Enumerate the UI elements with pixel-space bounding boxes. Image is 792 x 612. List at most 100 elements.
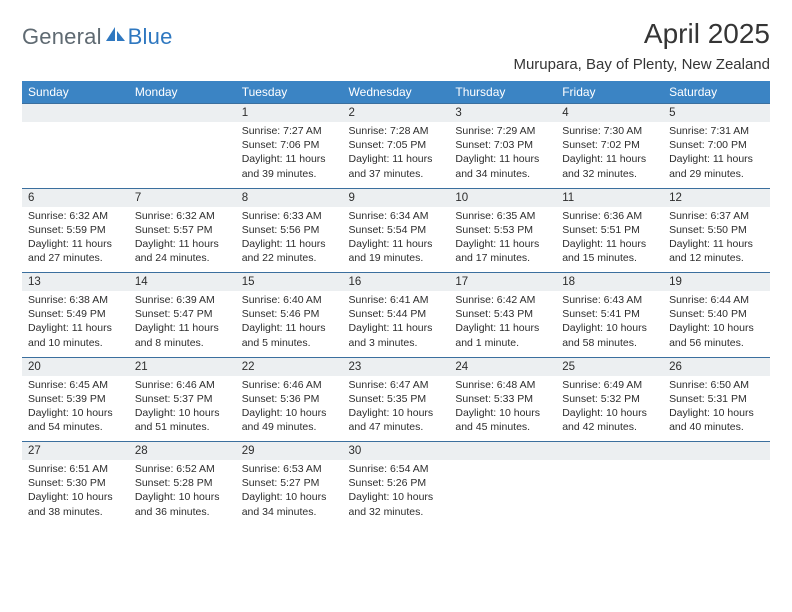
- day-body-cell: Sunrise: 6:33 AMSunset: 5:56 PMDaylight:…: [236, 207, 343, 273]
- day-details: Sunrise: 6:36 AMSunset: 5:51 PMDaylight:…: [556, 207, 663, 270]
- day-number: 2: [343, 104, 450, 122]
- day-body-cell: Sunrise: 6:36 AMSunset: 5:51 PMDaylight:…: [556, 207, 663, 273]
- day-cell: 5: [663, 104, 770, 123]
- day-body-cell: Sunrise: 7:30 AMSunset: 7:02 PMDaylight:…: [556, 122, 663, 188]
- day-number: 13: [22, 273, 129, 291]
- day-cell: 12: [663, 188, 770, 207]
- week-body-row: Sunrise: 6:32 AMSunset: 5:59 PMDaylight:…: [22, 207, 770, 273]
- weekday-header: Thursday: [449, 81, 556, 104]
- day-number: [22, 104, 129, 122]
- day-details: Sunrise: 6:38 AMSunset: 5:49 PMDaylight:…: [22, 291, 129, 354]
- day-number: 16: [343, 273, 450, 291]
- day-details: Sunrise: 6:35 AMSunset: 5:53 PMDaylight:…: [449, 207, 556, 270]
- day-cell: 11: [556, 188, 663, 207]
- day-number: 18: [556, 273, 663, 291]
- day-details: Sunrise: 6:53 AMSunset: 5:27 PMDaylight:…: [236, 460, 343, 523]
- day-cell: 18: [556, 273, 663, 292]
- day-body-cell: [22, 122, 129, 188]
- day-body-cell: Sunrise: 6:46 AMSunset: 5:37 PMDaylight:…: [129, 376, 236, 442]
- day-number: [129, 104, 236, 122]
- day-details: Sunrise: 6:51 AMSunset: 5:30 PMDaylight:…: [22, 460, 129, 523]
- day-body-cell: Sunrise: 6:51 AMSunset: 5:30 PMDaylight:…: [22, 460, 129, 526]
- day-cell: [129, 104, 236, 123]
- day-cell: 9: [343, 188, 450, 207]
- day-body-cell: Sunrise: 6:48 AMSunset: 5:33 PMDaylight:…: [449, 376, 556, 442]
- day-body-cell: Sunrise: 6:46 AMSunset: 5:36 PMDaylight:…: [236, 376, 343, 442]
- day-body-cell: Sunrise: 6:54 AMSunset: 5:26 PMDaylight:…: [343, 460, 450, 526]
- day-details: Sunrise: 6:46 AMSunset: 5:36 PMDaylight:…: [236, 376, 343, 439]
- day-cell: 14: [129, 273, 236, 292]
- day-number: 25: [556, 358, 663, 376]
- day-details: Sunrise: 6:37 AMSunset: 5:50 PMDaylight:…: [663, 207, 770, 270]
- week-daynum-row: 20212223242526: [22, 357, 770, 376]
- day-cell: 19: [663, 273, 770, 292]
- day-number: 17: [449, 273, 556, 291]
- day-body-cell: Sunrise: 6:43 AMSunset: 5:41 PMDaylight:…: [556, 291, 663, 357]
- day-cell: 1: [236, 104, 343, 123]
- day-details: Sunrise: 7:30 AMSunset: 7:02 PMDaylight:…: [556, 122, 663, 185]
- day-body-cell: Sunrise: 6:47 AMSunset: 5:35 PMDaylight:…: [343, 376, 450, 442]
- day-cell: 2: [343, 104, 450, 123]
- logo-text-blue: Blue: [128, 24, 173, 50]
- day-body-cell: Sunrise: 6:41 AMSunset: 5:44 PMDaylight:…: [343, 291, 450, 357]
- day-details: Sunrise: 6:32 AMSunset: 5:59 PMDaylight:…: [22, 207, 129, 270]
- day-body-cell: Sunrise: 6:42 AMSunset: 5:43 PMDaylight:…: [449, 291, 556, 357]
- day-number: 9: [343, 189, 450, 207]
- day-number: [663, 442, 770, 460]
- day-cell: 13: [22, 273, 129, 292]
- day-details: Sunrise: 6:49 AMSunset: 5:32 PMDaylight:…: [556, 376, 663, 439]
- day-cell: 23: [343, 357, 450, 376]
- day-number: 28: [129, 442, 236, 460]
- day-number: 12: [663, 189, 770, 207]
- day-cell: 16: [343, 273, 450, 292]
- day-body-cell: Sunrise: 6:52 AMSunset: 5:28 PMDaylight:…: [129, 460, 236, 526]
- day-cell: [556, 442, 663, 461]
- day-number: 7: [129, 189, 236, 207]
- day-details: Sunrise: 6:32 AMSunset: 5:57 PMDaylight:…: [129, 207, 236, 270]
- day-body-cell: Sunrise: 6:32 AMSunset: 5:57 PMDaylight:…: [129, 207, 236, 273]
- day-number: 22: [236, 358, 343, 376]
- day-cell: 6: [22, 188, 129, 207]
- day-body-cell: Sunrise: 6:39 AMSunset: 5:47 PMDaylight:…: [129, 291, 236, 357]
- day-details: Sunrise: 6:34 AMSunset: 5:54 PMDaylight:…: [343, 207, 450, 270]
- day-body-cell: Sunrise: 6:34 AMSunset: 5:54 PMDaylight:…: [343, 207, 450, 273]
- day-number: 14: [129, 273, 236, 291]
- day-number: [556, 442, 663, 460]
- weekday-header: Sunday: [22, 81, 129, 104]
- day-body-cell: [663, 460, 770, 526]
- day-details: Sunrise: 7:28 AMSunset: 7:05 PMDaylight:…: [343, 122, 450, 185]
- week-daynum-row: 13141516171819: [22, 273, 770, 292]
- day-number: 26: [663, 358, 770, 376]
- day-body-cell: Sunrise: 7:27 AMSunset: 7:06 PMDaylight:…: [236, 122, 343, 188]
- day-details: Sunrise: 6:39 AMSunset: 5:47 PMDaylight:…: [129, 291, 236, 354]
- day-details: Sunrise: 6:42 AMSunset: 5:43 PMDaylight:…: [449, 291, 556, 354]
- day-number: 8: [236, 189, 343, 207]
- day-details: Sunrise: 6:45 AMSunset: 5:39 PMDaylight:…: [22, 376, 129, 439]
- day-number: 10: [449, 189, 556, 207]
- day-body-cell: [556, 460, 663, 526]
- day-body-cell: Sunrise: 6:49 AMSunset: 5:32 PMDaylight:…: [556, 376, 663, 442]
- day-body-cell: Sunrise: 7:31 AMSunset: 7:00 PMDaylight:…: [663, 122, 770, 188]
- day-details: Sunrise: 6:44 AMSunset: 5:40 PMDaylight:…: [663, 291, 770, 354]
- week-body-row: Sunrise: 6:45 AMSunset: 5:39 PMDaylight:…: [22, 376, 770, 442]
- day-cell: [663, 442, 770, 461]
- month-title: April 2025: [513, 18, 770, 50]
- day-body-cell: Sunrise: 6:44 AMSunset: 5:40 PMDaylight:…: [663, 291, 770, 357]
- weekday-header: Saturday: [663, 81, 770, 104]
- day-body-cell: Sunrise: 7:29 AMSunset: 7:03 PMDaylight:…: [449, 122, 556, 188]
- day-cell: 7: [129, 188, 236, 207]
- day-body-cell: Sunrise: 6:50 AMSunset: 5:31 PMDaylight:…: [663, 376, 770, 442]
- logo-sail-icon: [106, 27, 126, 41]
- day-number: 6: [22, 189, 129, 207]
- day-number: 19: [663, 273, 770, 291]
- day-body-cell: Sunrise: 6:35 AMSunset: 5:53 PMDaylight:…: [449, 207, 556, 273]
- week-daynum-row: 27282930: [22, 442, 770, 461]
- day-cell: 24: [449, 357, 556, 376]
- day-details: Sunrise: 6:43 AMSunset: 5:41 PMDaylight:…: [556, 291, 663, 354]
- logo: General Blue: [22, 18, 173, 50]
- day-body-cell: [449, 460, 556, 526]
- calendar-table: SundayMondayTuesdayWednesdayThursdayFrid…: [22, 81, 770, 526]
- day-number: 15: [236, 273, 343, 291]
- day-details: Sunrise: 6:52 AMSunset: 5:28 PMDaylight:…: [129, 460, 236, 523]
- weekday-header: Friday: [556, 81, 663, 104]
